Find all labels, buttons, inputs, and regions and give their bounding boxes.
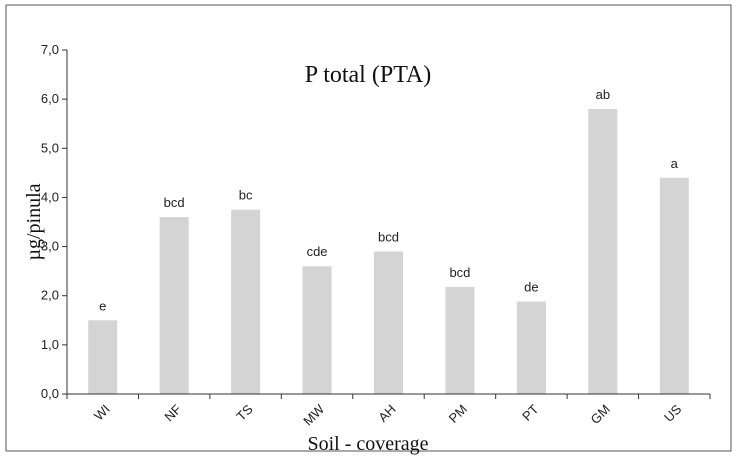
y-tick-label: 6,0	[41, 91, 59, 106]
data-label-wi: e	[99, 298, 106, 313]
data-label-gm: ab	[596, 87, 610, 102]
y-tick-label: 0,0	[41, 386, 59, 401]
y-tick-label: 1,0	[41, 337, 59, 352]
y-tick-label: 4,0	[41, 189, 59, 204]
data-label-pt: de	[524, 280, 538, 295]
y-axis-title: µg/pinula	[23, 183, 45, 260]
y-tick-label: 2,0	[41, 288, 59, 303]
y-tick-label: 5,0	[41, 140, 59, 155]
data-label-nf: bcd	[164, 195, 185, 210]
bar-pt	[516, 301, 546, 394]
bar-us	[659, 177, 689, 394]
chart-title: P total (PTA)	[305, 62, 432, 88]
data-label-ts: bc	[239, 188, 253, 203]
x-axis-title: Soil - coverage	[307, 433, 428, 455]
bar-ah	[374, 251, 403, 394]
bar-mw	[302, 266, 332, 394]
data-label-us: a	[671, 156, 679, 171]
bar-gm	[588, 108, 618, 394]
y-tick-label: 3,0	[41, 239, 59, 254]
bar-nf	[159, 217, 189, 394]
y-tick-label: 7,0	[41, 42, 59, 57]
bar-ts	[231, 209, 261, 394]
data-label-pm: bcd	[449, 265, 470, 280]
data-label-mw: cde	[307, 244, 328, 259]
bar-wi	[88, 320, 118, 394]
bar-pm	[445, 286, 475, 394]
data-label-ah: bcd	[378, 229, 399, 244]
